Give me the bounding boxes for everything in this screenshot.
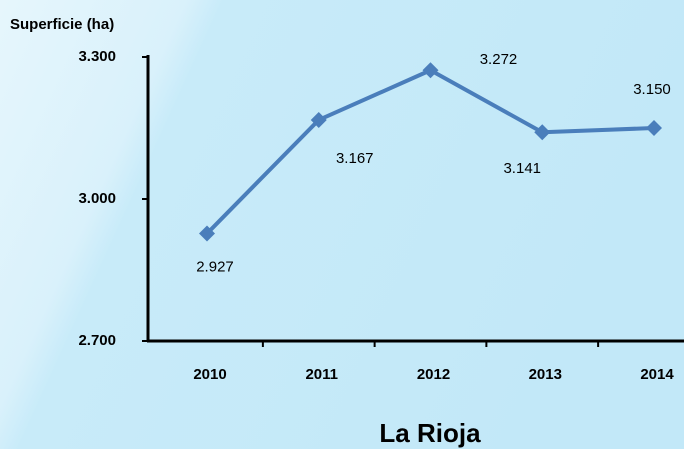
x-tick-label: 2012 <box>417 366 450 383</box>
x-tick-label: 2013 <box>529 366 562 383</box>
data-point <box>310 111 327 128</box>
data-point <box>422 62 439 79</box>
y-tick-label: 3.300 <box>78 48 116 65</box>
data-point <box>534 124 551 141</box>
x-tick-label: 2010 <box>193 366 226 383</box>
x-tick-label: 2011 <box>305 366 338 383</box>
x-tick-label: 2014 <box>640 366 674 383</box>
data-point <box>646 120 662 136</box>
data-label: 3.150 <box>633 81 671 98</box>
data-label: 3.141 <box>503 160 541 177</box>
data-label: 3.167 <box>336 150 374 167</box>
data-point <box>199 225 215 242</box>
y-tick-label: 2.700 <box>78 332 116 349</box>
y-axis-label: Superficie (ha) <box>10 16 114 33</box>
chart-title: La Rioja <box>379 418 481 448</box>
data-label: 2.927 <box>196 259 234 276</box>
data-label: 3.272 <box>480 51 518 68</box>
y-tick-label: 3.000 <box>78 190 116 207</box>
